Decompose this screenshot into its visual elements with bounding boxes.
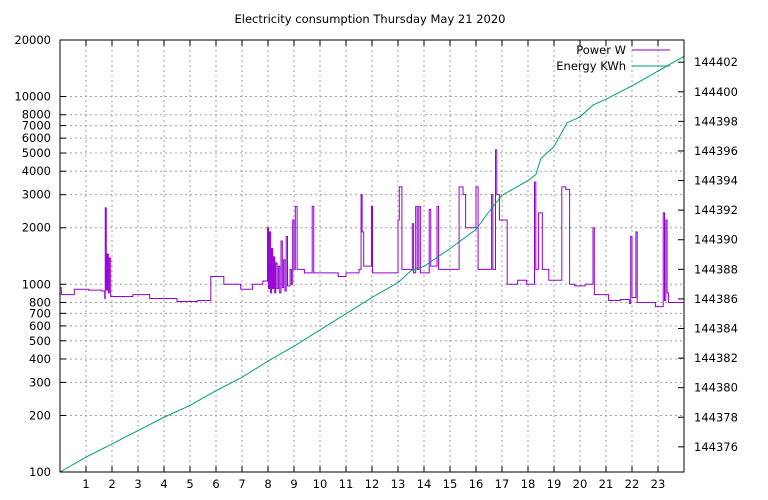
y-tick-label: 600 [29,319,51,333]
x-tick-label: 16 [469,477,484,491]
y-tick-label: 8000 [22,108,51,122]
y-tick-label: 5000 [22,146,51,160]
y-tick-label: 700 [29,306,51,320]
y2-tick-label: 144396 [694,144,738,158]
x-tick-label: 10 [313,477,328,491]
legend-label: Energy KWh [556,59,626,73]
y2-tick-label: 144390 [694,233,738,247]
y2-tick-label: 144376 [694,440,738,454]
x-tick-label: 3 [134,477,141,491]
y-tick-label: 6000 [22,131,51,145]
y2-tick-label: 144378 [694,410,738,424]
y-tick-label: 1000 [22,277,51,291]
y-tick-label: 500 [29,334,51,348]
series-energy-kwh-line [59,55,685,473]
x-tick-label: 8 [264,477,271,491]
x-tick-label: 15 [443,477,458,491]
y-tick-label: 300 [29,375,51,389]
x-tick-label: 12 [365,477,380,491]
x-tick-label: 21 [599,477,614,491]
y-tick-label: 3000 [22,188,51,202]
x-tick-label: 2 [108,477,115,491]
legend-label: Power W [576,43,626,57]
x-tick-label: 14 [417,477,432,491]
x-tick-label: 7 [238,477,245,491]
y-tick-label: 2000 [22,221,51,235]
y2-tick-label: 144382 [694,351,738,365]
x-tick-label: 1 [82,477,89,491]
legend: Power W Energy KWh [556,43,670,73]
y2-tick-label: 144398 [694,114,738,128]
y-tick-label: 800 [29,295,51,309]
x-tick-label: 19 [547,477,562,491]
y-tick-label: 10000 [14,90,51,104]
y2-tick-label: 144386 [694,292,738,306]
x-tick-label: 6 [212,477,219,491]
y-tick-label: 200 [29,408,51,422]
x-tick-label: 11 [339,477,354,491]
y-tick-label: 4000 [22,164,51,178]
y2-tick-label: 144400 [694,85,738,99]
x-tick-label: 18 [521,477,536,491]
x-tick-label: 20 [573,477,588,491]
ticks-layer: 1 2 3 4 5 6 7 8 9 10 11 12 13 14 15 16 17 18 19 20 21 22 23100… [14,33,738,491]
y2-tick-label: 144402 [694,55,738,69]
y-tick-label: 400 [29,352,51,366]
x-tick-label: 22 [625,477,640,491]
x-tick-label: 23 [651,477,666,491]
x-tick-label: 9 [290,477,297,491]
x-tick-label: 4 [160,477,167,491]
y2-tick-label: 144388 [694,262,738,276]
y-tick-label: 20000 [14,33,51,47]
series-power-w-line [60,149,684,308]
x-tick-label: 5 [186,477,193,491]
grid [60,40,684,472]
x-tick-label: 17 [495,477,510,491]
y2-tick-label: 144392 [694,203,738,217]
x-tick-label: 13 [391,477,406,491]
y2-tick-label: 144394 [694,174,738,188]
y-tick-label: 7000 [22,119,51,133]
chart-title: Electricity consumption Thursday May 21 … [234,12,505,26]
y2-tick-label: 144380 [694,381,738,395]
y-tick-label: 100 [29,465,51,479]
y2-tick-label: 144384 [694,321,738,335]
series-layer [59,55,685,473]
